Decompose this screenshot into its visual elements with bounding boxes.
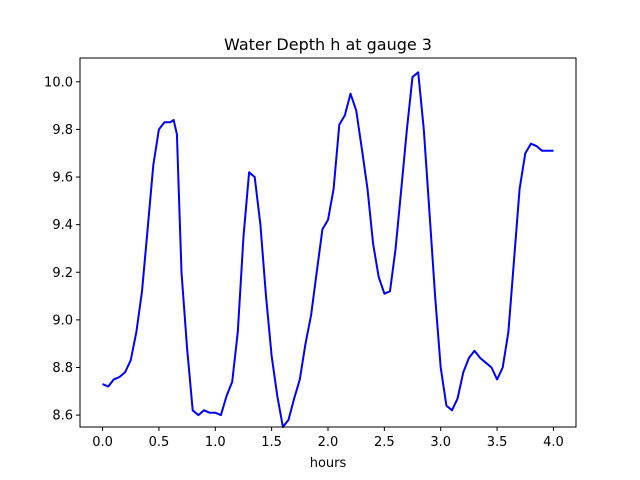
y-tick-label: 10.0 — [44, 75, 73, 90]
y-tick-label: 9.8 — [52, 123, 73, 138]
y-tick-label: 8.8 — [52, 361, 73, 376]
y-tick-label: 9.0 — [52, 313, 73, 328]
y-tick-label: 8.6 — [52, 409, 73, 424]
x-tick-label: 4.0 — [543, 435, 564, 450]
x-tick-label: 0.0 — [92, 435, 113, 450]
y-tick-label: 9.4 — [52, 218, 73, 233]
plot-area: 0.0 0.5 1.0 1.5 2.0 2.5 3.0 3.5 4.0 8.6 8.8 9.0 9.2 9… — [44, 57, 577, 450]
x-tick-label: 2.5 — [374, 435, 395, 450]
x-axis-label: hours — [310, 456, 347, 471]
chart-title: Water Depth h at gauge 3 — [224, 35, 432, 54]
x-tick-label: 0.5 — [149, 435, 170, 450]
y-tick-label: 9.2 — [52, 266, 73, 281]
x-tick-label: 3.0 — [430, 435, 451, 450]
series-line-0 — [102, 71, 554, 428]
x-tick-label: 1.5 — [261, 435, 282, 450]
y-tick-label: 9.6 — [52, 171, 73, 186]
x-tick-label: 3.5 — [487, 435, 508, 450]
x-tick-label: 1.0 — [205, 435, 226, 450]
x-tick-label: 2.0 — [318, 435, 339, 450]
